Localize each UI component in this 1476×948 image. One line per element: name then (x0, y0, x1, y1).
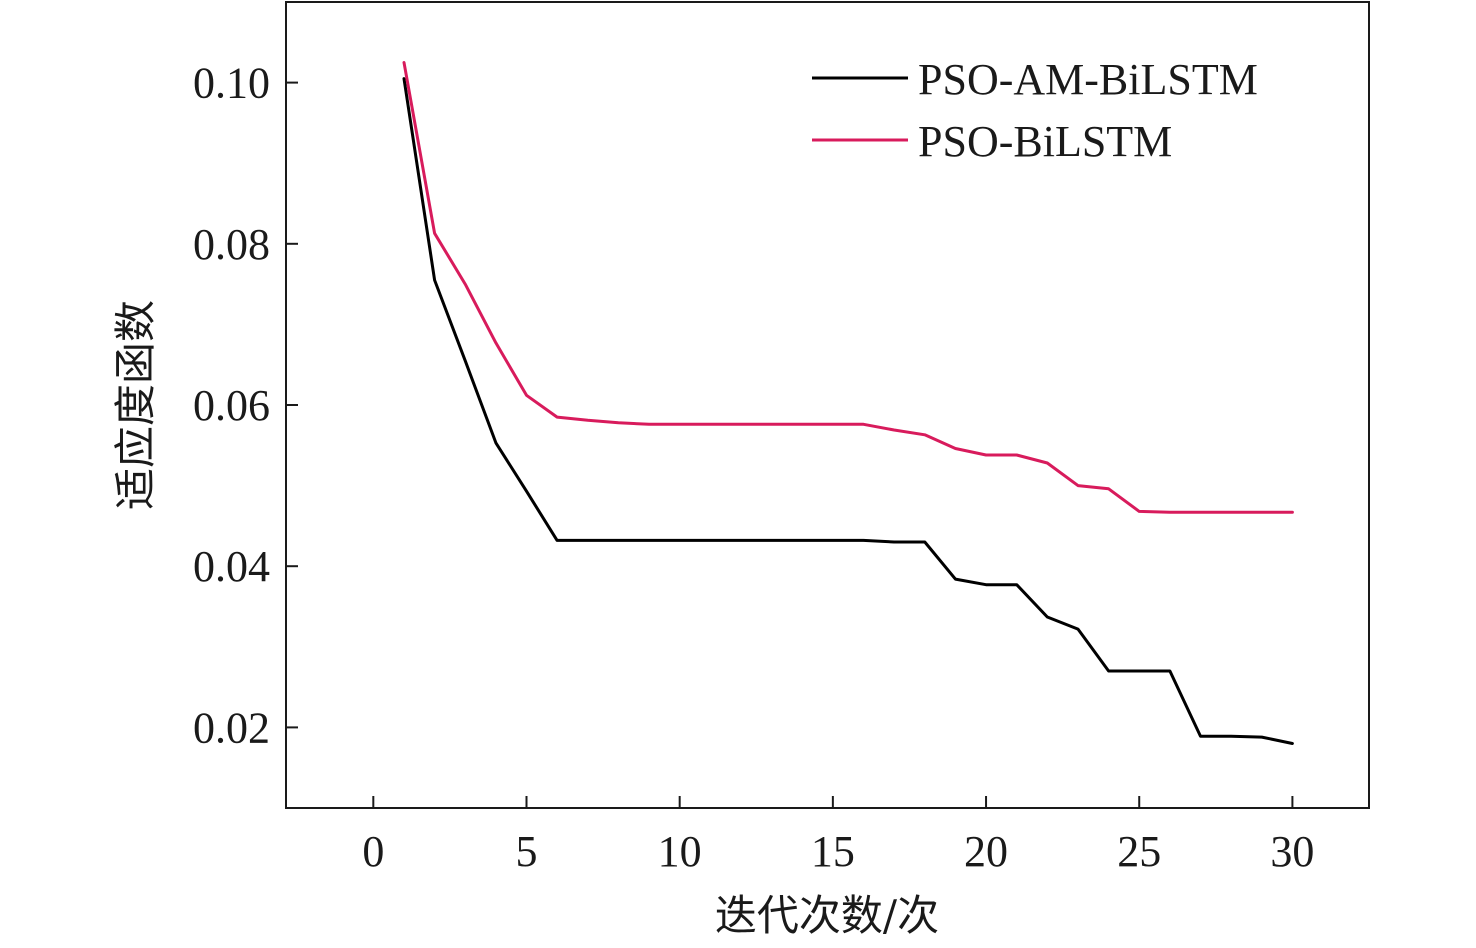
x-axis-title: 迭代次数/次 (715, 891, 939, 940)
x-axis-ticks: 0 5 10 15 20 25 30 (362, 796, 1314, 876)
x-tick-label: 0 (362, 827, 384, 876)
y-tick-label: 0.10 (193, 59, 270, 108)
series-line-2 (402, 61, 1294, 514)
x-tick-label: 5 (515, 827, 537, 876)
x-tick-label: 15 (811, 827, 855, 876)
series-layer (402, 61, 1294, 745)
y-tick-label: 0.06 (193, 381, 270, 430)
legend: PSO-AM-BiLSTM PSO-BiLSTM (812, 55, 1258, 166)
plot-frame (285, 1, 1370, 809)
series-line-1 (402, 77, 1294, 745)
y-tick-label: 0.02 (193, 703, 270, 752)
x-tick-label: 30 (1270, 827, 1314, 876)
legend-label-1: PSO-AM-BiLSTM (918, 55, 1258, 104)
y-axis-ticks: 0.02 0.04 0.06 0.08 0.10 (193, 59, 298, 752)
y-axis-title: 适应度函数 (111, 300, 160, 510)
y-tick-label: 0.08 (193, 220, 270, 269)
x-tick-label: 20 (964, 827, 1008, 876)
legend-label-2: PSO-BiLSTM (918, 117, 1172, 166)
y-tick-label: 0.04 (193, 542, 270, 591)
x-tick-label: 25 (1117, 827, 1161, 876)
x-tick-label: 10 (658, 827, 702, 876)
